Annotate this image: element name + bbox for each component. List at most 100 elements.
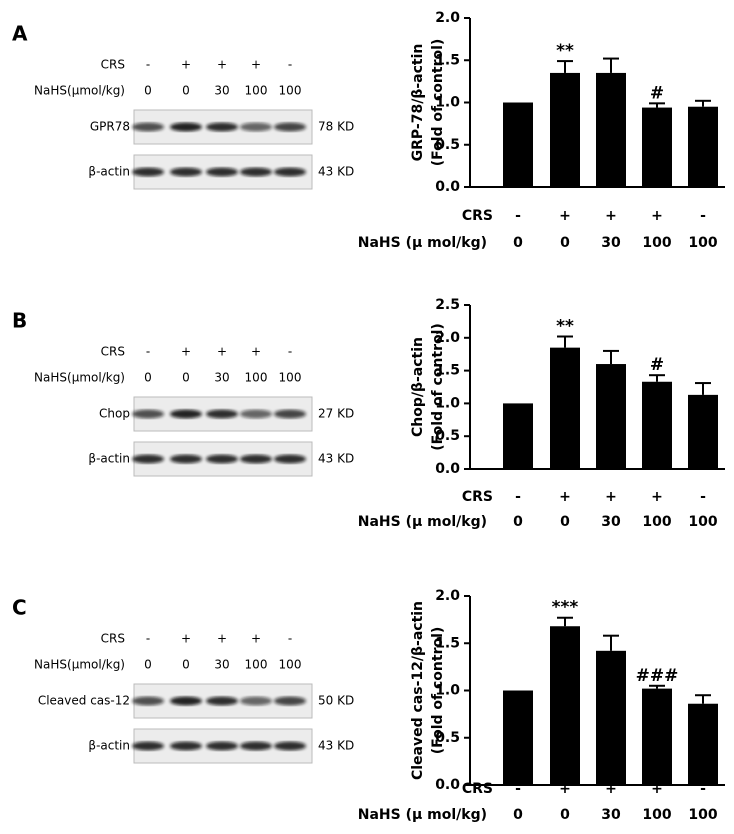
blot-band xyxy=(240,167,272,177)
lane-label: + xyxy=(251,345,261,359)
blot-band xyxy=(240,741,272,751)
lane-label: 100 xyxy=(245,371,268,385)
blot-band xyxy=(170,696,202,706)
blot-band xyxy=(206,741,238,751)
y-tick-label: 0.5 xyxy=(435,428,460,444)
bar xyxy=(642,107,672,187)
band-size: 27 KD xyxy=(318,407,354,421)
condition-value: - xyxy=(700,208,706,224)
condition-label: CRS xyxy=(462,208,493,224)
lane-label: - xyxy=(288,345,292,359)
bar xyxy=(503,102,533,187)
condition-value: + xyxy=(559,208,571,224)
lane-label: + xyxy=(217,345,227,359)
y-tick-label: 2.0 xyxy=(435,10,460,26)
bar xyxy=(688,703,718,785)
blot-band xyxy=(132,741,164,751)
condition-label: CRS xyxy=(462,781,493,797)
y-tick-label: 0.0 xyxy=(435,461,460,477)
condition-value: - xyxy=(515,781,521,797)
significance-label: ### xyxy=(636,666,679,686)
y-tick-label: 1.5 xyxy=(435,363,460,379)
y-axis-title: GRP-78/β-actin xyxy=(410,44,426,162)
blot-band xyxy=(206,122,238,132)
y-tick-label: 1.5 xyxy=(435,52,460,68)
blot-band xyxy=(206,409,238,419)
blot-band xyxy=(170,167,202,177)
condition-value: 0 xyxy=(513,807,523,823)
bar xyxy=(688,394,718,469)
bar xyxy=(550,347,580,469)
condition-label: NaHS (μ mol/kg) xyxy=(358,807,487,823)
band-name: β-actin xyxy=(88,452,130,466)
condition-value: + xyxy=(651,781,663,797)
band-size: 43 KD xyxy=(318,165,354,179)
condition-value: + xyxy=(605,781,617,797)
blot-band xyxy=(274,454,306,464)
lane-label: - xyxy=(146,632,150,646)
y-tick-label: 1.0 xyxy=(435,395,460,411)
condition-value: - xyxy=(515,208,521,224)
blot-band xyxy=(170,122,202,132)
condition-value: 30 xyxy=(601,807,621,823)
y-tick-label: 2.0 xyxy=(435,330,460,346)
y-tick-label: 2.5 xyxy=(435,297,460,313)
y-tick-label: 0.0 xyxy=(435,179,460,195)
condition-value: 0 xyxy=(513,235,523,251)
lane-label: - xyxy=(288,632,292,646)
blot-band xyxy=(274,167,306,177)
significance-label: ** xyxy=(556,316,574,336)
condition-value: 100 xyxy=(688,514,717,530)
blot-band xyxy=(170,741,202,751)
y-axis-title: (Fold of control) xyxy=(430,39,446,167)
blot-band xyxy=(206,454,238,464)
condition-label: NaHS (μ mol/kg) xyxy=(358,235,487,251)
condition-value: 30 xyxy=(601,514,621,530)
y-tick-label: 0.5 xyxy=(435,730,460,746)
significance-label: ** xyxy=(556,41,574,61)
lane-label: 100 xyxy=(245,84,268,98)
bar xyxy=(642,381,672,469)
band-name: Chop xyxy=(99,407,130,421)
bar xyxy=(596,364,626,469)
row-label: NaHS(μmol/kg) xyxy=(34,84,125,98)
lane-label: - xyxy=(146,58,150,72)
band-size: 43 KD xyxy=(318,739,354,753)
band-name: β-actin xyxy=(88,165,130,179)
band-name: β-actin xyxy=(88,739,130,753)
blot-band xyxy=(274,409,306,419)
condition-value: + xyxy=(651,489,663,505)
significance-label: *** xyxy=(552,598,579,618)
condition-value: + xyxy=(559,781,571,797)
lane-label: 100 xyxy=(279,84,302,98)
bar xyxy=(688,106,718,187)
lane-label: 30 xyxy=(214,371,229,385)
lane-label: 100 xyxy=(279,371,302,385)
blot-band xyxy=(132,696,164,706)
y-tick-label: 2.0 xyxy=(435,588,460,604)
lane-label: + xyxy=(181,58,191,72)
blot-band xyxy=(274,122,306,132)
y-tick-label: 1.0 xyxy=(435,683,460,699)
blot-band xyxy=(274,741,306,751)
y-tick-label: 1.0 xyxy=(435,95,460,111)
condition-value: 0 xyxy=(560,235,570,251)
condition-value: 100 xyxy=(642,235,671,251)
row-label: NaHS(μmol/kg) xyxy=(34,658,125,672)
lane-label: 0 xyxy=(144,371,152,385)
lane-label: 0 xyxy=(144,84,152,98)
condition-value: - xyxy=(515,489,521,505)
y-axis-title: Cleaved cas-12/β-actin xyxy=(410,601,426,780)
y-tick-label: 1.5 xyxy=(435,635,460,651)
condition-value: 0 xyxy=(560,807,570,823)
condition-value: + xyxy=(605,208,617,224)
lane-label: + xyxy=(251,58,261,72)
bar xyxy=(596,650,626,785)
lane-label: 0 xyxy=(182,371,190,385)
lane-label: 0 xyxy=(182,84,190,98)
y-tick-label: 0.0 xyxy=(435,777,460,793)
blot-band xyxy=(240,409,272,419)
panel-letter: C xyxy=(12,596,27,620)
condition-value: 100 xyxy=(642,514,671,530)
